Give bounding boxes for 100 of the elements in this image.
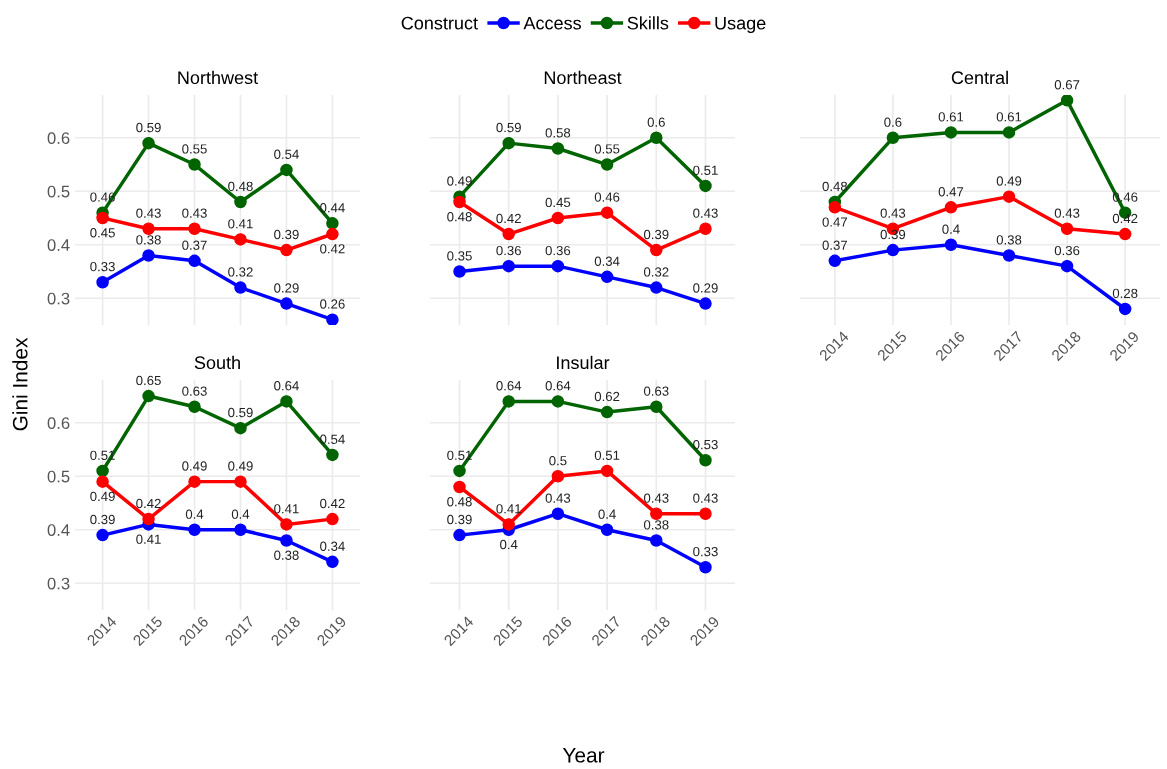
data-label: 0.38: [274, 550, 299, 560]
data-label: 0.29: [693, 283, 718, 293]
x-axis-title: Year: [562, 748, 605, 763]
data-label: 0.29: [274, 283, 299, 293]
point: [280, 163, 293, 177]
point: [699, 560, 712, 574]
data-label: 0.33: [90, 261, 115, 272]
y-tick-label: 0.6: [47, 132, 70, 144]
data-label: 0.35: [447, 251, 472, 261]
point: [944, 126, 958, 139]
data-label: 0.54: [320, 434, 345, 444]
legend-label: Skills: [627, 16, 669, 30]
y-tick-label: 0.4: [47, 239, 70, 251]
data-label: 0.43: [136, 208, 161, 218]
data-label: 0.39: [274, 229, 299, 240]
point: [600, 523, 614, 537]
data-label: 0.63: [182, 386, 207, 396]
point: [234, 421, 247, 435]
point: [326, 512, 339, 526]
point: [551, 395, 565, 408]
point: [828, 254, 842, 268]
data-label: 0.45: [545, 197, 571, 208]
point: [453, 265, 466, 278]
point: [1002, 126, 1016, 139]
point: [96, 528, 109, 542]
point: [502, 136, 515, 150]
data-label: 0.43: [545, 493, 571, 503]
data-label: 0.42: [136, 498, 161, 509]
point: [280, 297, 293, 310]
data-label: 0.48: [447, 212, 472, 222]
data-label: 0.64: [545, 381, 571, 391]
data-label: 0.42: [320, 498, 345, 509]
data-label: 0.47: [938, 187, 964, 197]
legend-title: Construct: [401, 16, 478, 30]
point: [142, 136, 155, 150]
point: [944, 201, 958, 214]
point: [600, 206, 614, 219]
data-label: 0.55: [594, 144, 620, 154]
point: [650, 131, 663, 145]
y-tick-label: 0.4: [47, 524, 70, 536]
point: [699, 179, 712, 193]
point: [551, 211, 565, 225]
y-tick-label: 0.6: [47, 417, 70, 429]
point: [96, 464, 109, 478]
data-label: 0.49: [182, 461, 207, 471]
point: [326, 217, 339, 230]
y-tick-label: 0.3: [47, 292, 70, 305]
point: [1002, 249, 1016, 262]
data-label: 0.4: [942, 224, 960, 234]
data-label: 0.33: [693, 546, 718, 557]
point: [699, 297, 712, 310]
point: [142, 512, 155, 526]
data-label: 0.47: [822, 217, 848, 227]
data-label: 0.37: [182, 240, 207, 250]
legend-label: Usage: [715, 16, 766, 34]
point: [280, 395, 293, 408]
point: [828, 201, 842, 214]
data-label: 0.43: [693, 493, 718, 503]
data-label: 0.44: [320, 203, 345, 213]
data-label: 0.49: [228, 461, 253, 471]
data-label: 0.32: [643, 267, 669, 277]
data-label: 0.38: [643, 520, 669, 530]
chart-title: South: [194, 355, 240, 370]
data-label: 0.51: [693, 165, 718, 175]
point: [600, 464, 614, 478]
y-tick-label: 0.3: [47, 577, 70, 590]
point: [502, 395, 515, 408]
data-label: 0.4: [231, 509, 250, 519]
point: [600, 158, 614, 171]
data-label: 0.64: [496, 381, 522, 391]
point: [551, 470, 565, 483]
data-label: 0.41: [274, 504, 299, 514]
data-label: 0.59: [136, 122, 161, 133]
point: [650, 534, 663, 547]
data-label: 0.63: [643, 386, 669, 396]
point: [453, 464, 466, 478]
data-label: 0.28: [1112, 288, 1138, 299]
point: [699, 507, 712, 520]
point: [886, 131, 900, 145]
point: [502, 259, 515, 273]
data-label: 0.4: [500, 539, 518, 550]
point: [188, 400, 201, 413]
data-label: 0.65: [136, 375, 161, 386]
data-label: 0.46: [594, 192, 620, 202]
data-label: 0.39: [643, 229, 669, 240]
point: [234, 195, 247, 209]
point: [326, 555, 339, 569]
data-label: 0.61: [996, 112, 1022, 122]
point: [234, 281, 247, 294]
point: [1118, 302, 1132, 316]
y-tick-label: 0.5: [47, 470, 70, 483]
data-label: 0.48: [822, 181, 848, 192]
point: [699, 453, 712, 467]
point: [234, 233, 247, 246]
point: [600, 405, 614, 419]
point: [96, 211, 109, 225]
data-label: 0.39: [880, 229, 906, 240]
point: [453, 528, 466, 542]
data-label: 0.41: [228, 219, 253, 229]
data-label: 0.36: [545, 245, 571, 256]
